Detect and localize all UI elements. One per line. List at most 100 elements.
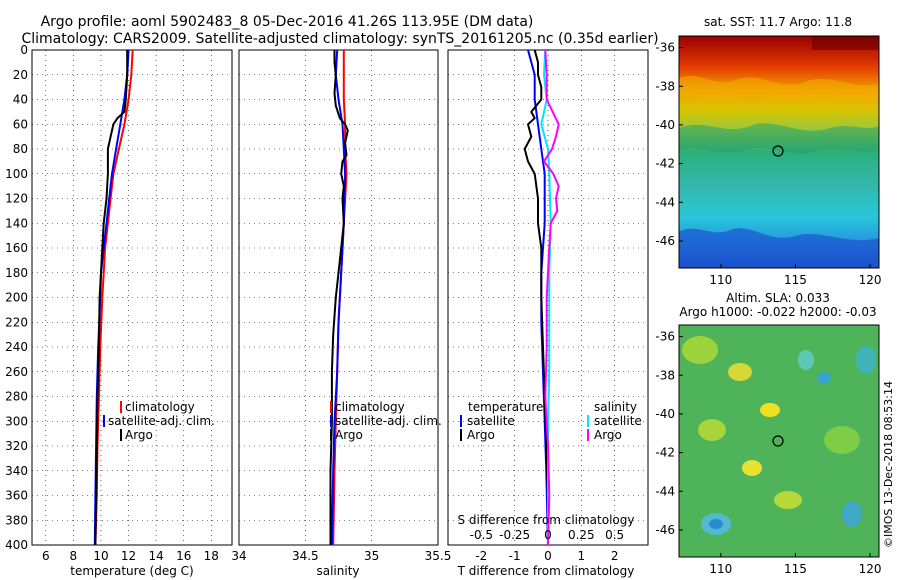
s-difference-tick-label: 0: [544, 528, 552, 542]
depth-tick-label: 200: [5, 291, 28, 305]
difference-x-tick-label: 2: [611, 549, 619, 563]
map-lat-tick-label: -42: [655, 157, 675, 171]
map-lat-tick-label: -46: [655, 523, 675, 537]
map-lon-tick-label: 115: [784, 562, 807, 576]
salinity-x-tick-label: 34: [231, 549, 246, 563]
depth-tick-label: 380: [5, 513, 28, 527]
legend-argo-label: Argo: [125, 428, 153, 442]
temperature-x-tick-label: 6: [42, 549, 50, 563]
sla-eddy-2: [728, 363, 752, 381]
sst-cold-patch: [679, 228, 879, 268]
sst-front-green: [679, 123, 879, 155]
temperature-x-tick-label: 12: [121, 549, 136, 563]
map-lat-tick-label: -42: [655, 446, 675, 460]
difference-x-tick-label: -2: [475, 549, 487, 563]
sst-map-title: sat. SST: 11.7 Argo: 11.8: [704, 15, 852, 29]
salinity-x-tick-label: 35.5: [425, 549, 452, 563]
map-lat-tick-label: -46: [655, 234, 675, 248]
map-lat-tick-label: -36: [655, 41, 675, 55]
sst-map-frame: [678, 35, 880, 269]
map-lat-tick-label: -44: [655, 195, 675, 209]
depth-tick-label: 180: [5, 266, 28, 280]
depth-tick-label: 280: [5, 390, 28, 404]
s-difference-tick-label: -0.25: [499, 528, 530, 542]
difference-xlabel: T difference from climatology: [457, 564, 635, 578]
sst-coast-patch: [812, 36, 879, 50]
sla-map-ticks: 110 115 120 -36 -38 -40 -42 -44 -46: [655, 330, 881, 576]
sla-map-frame: [678, 324, 880, 558]
sla-map: [679, 325, 879, 557]
temperature-x-tick-label: 14: [148, 549, 163, 563]
imos-credit: ©IMOS 13-Dec-2018 08:53:14: [882, 381, 895, 548]
legend-temperature-title: temperature: [468, 400, 543, 414]
map-lat-tick-label: -38: [655, 79, 675, 93]
salinity-series-satellite: [330, 49, 347, 546]
map-lat-tick-label: -40: [655, 407, 675, 421]
sla-argo-marker: [772, 435, 784, 447]
map-lat-tick-label: -40: [655, 118, 675, 132]
depth-tick-label: 60: [13, 117, 28, 131]
difference-x-tick-label: 0: [544, 549, 552, 563]
depth-axis: 0 20 40 60 80 100 120 140 160 180 200 220 240 260 280 3…: [5, 43, 28, 552]
difference-x-tick-label: 1: [578, 549, 586, 563]
salinity-x-tick-label: 35: [364, 549, 379, 563]
map-lat-tick-label: -38: [655, 368, 675, 382]
sla-eddy-4: [817, 372, 831, 384]
depth-tick-label: 300: [5, 414, 28, 428]
legend-argo-label: Argo: [335, 428, 363, 442]
depth-tick-label: 100: [5, 167, 28, 181]
sla-eddy-7: [856, 346, 876, 374]
depth-tick-label: 340: [5, 464, 28, 478]
sst-map-ticks: 110 115 120 -36 -38 -40 -42 -44 -46: [655, 41, 881, 287]
legend-t-satellite-label: satellite: [467, 414, 515, 428]
depth-tick-label: 140: [5, 216, 28, 230]
depth-tick-label: 80: [13, 142, 28, 156]
legend-s-argo-label: Argo: [594, 428, 622, 442]
legend-climatology-label: climatology: [125, 400, 195, 414]
temperature-x-tick-label: 10: [93, 549, 108, 563]
salinity-xlabel: salinity: [316, 564, 359, 578]
temperature-x-tick-label: 18: [204, 549, 219, 563]
temperature-x-tick-label: 16: [176, 549, 191, 563]
salinity-series-argo: [329, 50, 349, 545]
depth-tick-label: 260: [5, 365, 28, 379]
salinity-legend: climatology satellite-adj. clim. Argo: [330, 400, 442, 442]
depth-tick-label: 240: [5, 340, 28, 354]
map-lat-tick-label: -44: [655, 484, 675, 498]
legend-satellite-label: satellite-adj. clim.: [108, 414, 215, 428]
sla-eddy-10: [709, 519, 723, 529]
depth-tick-label: 20: [13, 68, 28, 82]
s-difference-tick-label: -0.5: [470, 528, 493, 542]
map-lon-tick-label: 110: [709, 562, 732, 576]
difference-legend: temperature satellite Argo salinity sate…: [460, 400, 642, 442]
sla-eddy-13: [742, 460, 762, 476]
legend-s-satellite-label: satellite: [594, 414, 642, 428]
sla-eddy-3: [798, 350, 814, 370]
sla-eddy-5: [760, 403, 780, 417]
s-difference-tick-label: 0.25: [568, 528, 595, 542]
s-difference-tick-label: 0.5: [605, 528, 624, 542]
difference-x-tick-label: -1: [509, 549, 521, 563]
legend-t-argo-label: Argo: [467, 428, 495, 442]
depth-tick-label: 220: [5, 315, 28, 329]
temperature-xlabel: temperature (deg C): [70, 564, 193, 578]
map-lat-tick-label: -36: [655, 330, 675, 344]
salinity-panel-frame: [238, 49, 439, 546]
chart-title-line1: Argo profile: aoml 5902483_8 05-Dec-2016…: [41, 14, 534, 30]
sla-eddy-12: [774, 491, 802, 509]
sla-map-title-line2: Argo h1000: -0.022 h2000: -0.03: [679, 305, 876, 319]
salinity-x-tick-label: 34.5: [292, 549, 319, 563]
depth-tick-label: 40: [13, 93, 28, 107]
s-difference-axis-title: S difference from climatology: [458, 513, 635, 527]
depth-tick-label: 320: [5, 439, 28, 453]
temperature-x-tick-label: 8: [70, 549, 78, 563]
sst-argo-marker: [772, 145, 784, 157]
sla-eddy-11: [842, 501, 862, 527]
difference-series-s-argo: [543, 49, 560, 546]
sst-map: [679, 36, 879, 268]
legend-climatology-label: climatology: [335, 400, 405, 414]
temperature-legend: climatology satellite-adj. clim. Argo: [103, 400, 215, 442]
sla-map-title-line1: Altim. SLA: 0.033: [726, 291, 830, 305]
temperature-series-argo: [94, 50, 129, 546]
